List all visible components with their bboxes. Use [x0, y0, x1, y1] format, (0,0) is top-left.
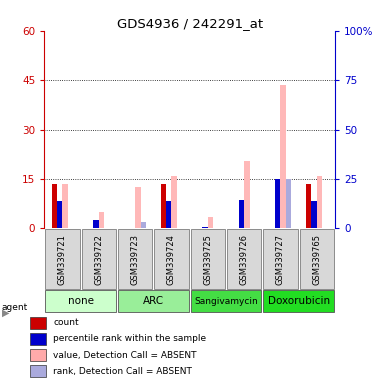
Bar — [141, 222, 146, 228]
Text: Doxorubicin: Doxorubicin — [268, 296, 330, 306]
Bar — [93, 220, 99, 228]
Text: GSM339727: GSM339727 — [276, 234, 285, 285]
Bar — [82, 229, 116, 289]
Text: agent: agent — [2, 303, 28, 312]
Bar — [161, 184, 166, 228]
Bar — [203, 227, 208, 228]
Bar — [118, 290, 189, 313]
Bar — [166, 201, 171, 228]
Bar — [45, 229, 80, 289]
Text: rank, Detection Call = ABSENT: rank, Detection Call = ABSENT — [53, 367, 192, 376]
Bar — [286, 179, 291, 228]
Text: GSM339725: GSM339725 — [203, 234, 212, 285]
Bar — [263, 290, 334, 313]
Bar — [62, 184, 68, 228]
Bar — [135, 187, 141, 228]
Bar — [263, 229, 298, 289]
Bar — [30, 333, 46, 345]
Text: count: count — [53, 318, 79, 327]
Text: GSM339723: GSM339723 — [131, 234, 140, 285]
Bar — [191, 229, 225, 289]
Bar — [244, 161, 249, 228]
Bar — [57, 201, 62, 228]
Text: ▶: ▶ — [2, 308, 9, 318]
Bar — [30, 365, 46, 377]
Bar — [154, 229, 189, 289]
Bar — [239, 200, 244, 228]
Bar — [171, 176, 177, 228]
Text: percentile rank within the sample: percentile rank within the sample — [53, 334, 206, 343]
Text: Sangivamycin: Sangivamycin — [194, 297, 258, 306]
Text: value, Detection Call = ABSENT: value, Detection Call = ABSENT — [53, 351, 197, 359]
Bar — [227, 229, 261, 289]
Text: GSM339722: GSM339722 — [94, 234, 103, 285]
Bar — [311, 201, 317, 228]
Bar — [280, 85, 286, 228]
Bar — [300, 229, 334, 289]
Bar — [99, 212, 104, 228]
Bar — [191, 290, 261, 313]
Text: GSM339721: GSM339721 — [58, 234, 67, 285]
Bar — [30, 349, 46, 361]
Title: GDS4936 / 242291_at: GDS4936 / 242291_at — [117, 17, 263, 30]
Bar — [275, 179, 280, 228]
Text: GSM339726: GSM339726 — [239, 234, 249, 285]
Bar — [52, 184, 57, 228]
Bar — [306, 184, 311, 228]
Bar — [317, 176, 322, 228]
Text: ARC: ARC — [143, 296, 164, 306]
Text: GSM339765: GSM339765 — [312, 234, 321, 285]
Text: GSM339724: GSM339724 — [167, 234, 176, 285]
Bar — [30, 317, 46, 329]
Bar — [118, 229, 152, 289]
Text: none: none — [68, 296, 94, 306]
Bar — [208, 217, 213, 228]
Bar — [45, 290, 116, 313]
